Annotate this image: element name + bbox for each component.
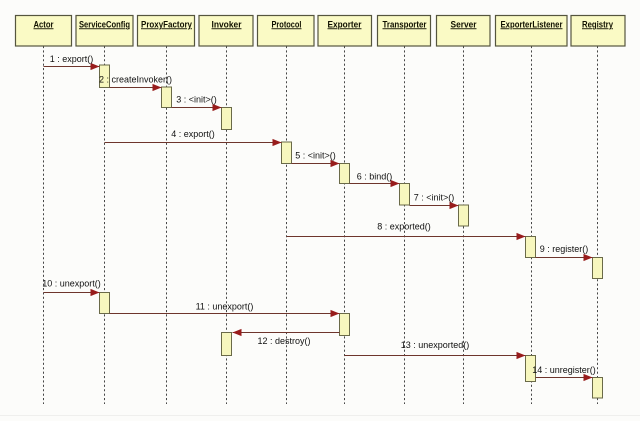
svg-text:Actor: Actor <box>34 19 54 29</box>
svg-text:6 : bind(): 6 : bind() <box>357 172 393 182</box>
svg-text:10 : unexport(): 10 : unexport() <box>42 279 101 289</box>
svg-text:ServiceConfig: ServiceConfig <box>79 19 130 29</box>
svg-text:11 : unexport(): 11 : unexport() <box>196 302 254 312</box>
svg-text:ProxyFactory: ProxyFactory <box>141 19 192 29</box>
svg-text:Exporter: Exporter <box>328 19 362 29</box>
svg-text:1 : export(): 1 : export() <box>50 54 94 64</box>
svg-text:Protocol: Protocol <box>272 19 302 29</box>
svg-text:12 : destroy(): 12 : destroy() <box>257 336 310 346</box>
svg-text:Invoker: Invoker <box>212 19 242 29</box>
svg-text:3 : <init>(): 3 : <init>() <box>176 95 217 105</box>
svg-text:14 : unregister(): 14 : unregister() <box>532 365 596 375</box>
svg-text:5 : <init>(): 5 : <init>() <box>295 151 336 161</box>
svg-text:9 : register(): 9 : register() <box>540 244 589 254</box>
svg-text:2 : createInvoker(): 2 : createInvoker() <box>99 75 172 85</box>
svg-text:Server: Server <box>451 19 477 29</box>
svg-text:4 : export(): 4 : export() <box>171 129 215 139</box>
svg-text:7 : <init>(): 7 : <init>() <box>414 193 455 203</box>
svg-text:13 : unexported(): 13 : unexported() <box>401 340 470 350</box>
svg-text:ExporterListener: ExporterListener <box>501 19 563 29</box>
svg-text:Registry: Registry <box>582 19 613 29</box>
svg-text:Transporter: Transporter <box>383 19 427 29</box>
svg-text:8 : exported(): 8 : exported() <box>377 222 431 232</box>
